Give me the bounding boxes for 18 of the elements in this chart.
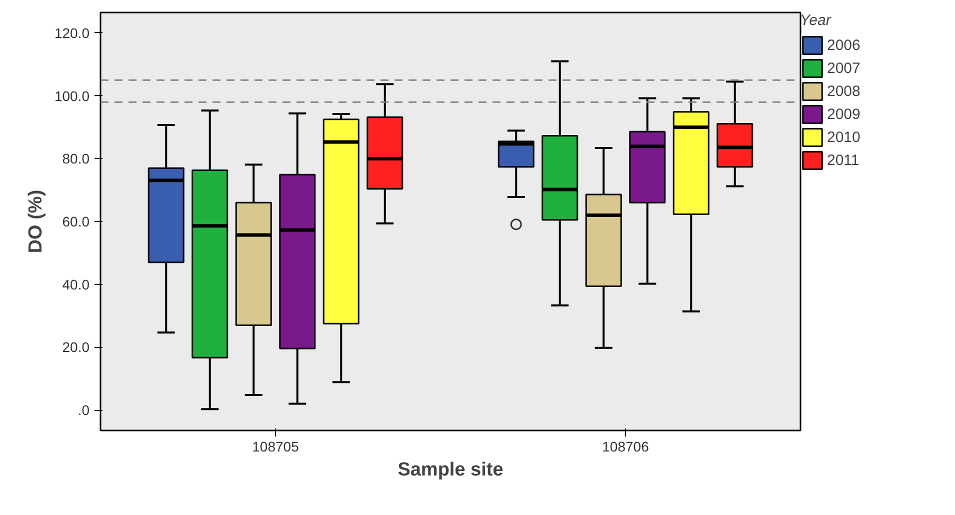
legend-label: 2007 (827, 60, 860, 76)
x-tick-label: 108705 (252, 438, 300, 454)
legend-label: 2011 (827, 152, 860, 168)
y-tick-label: 80.0 (62, 150, 90, 167)
y-tick-label: 120.0 (54, 24, 90, 41)
legend-label: 2008 (827, 82, 860, 100)
y-tick-label: 60.0 (62, 214, 90, 230)
y-tick-label: .0 (78, 402, 90, 418)
legend-title: Year (800, 12, 832, 29)
legend-label: 2006 (827, 36, 860, 54)
legend-label: 2010 (827, 128, 860, 146)
legend-label: 2009 (827, 106, 860, 122)
x-axis-title: Sample site (398, 460, 504, 480)
x-tick-label: 108706 (602, 438, 650, 454)
y-tick-label: 100.0 (54, 88, 90, 104)
y-tick-label: 20.0 (62, 339, 90, 356)
y-axis-title: DO (%) (25, 190, 46, 254)
y-tick-label: 40.0 (62, 276, 90, 292)
